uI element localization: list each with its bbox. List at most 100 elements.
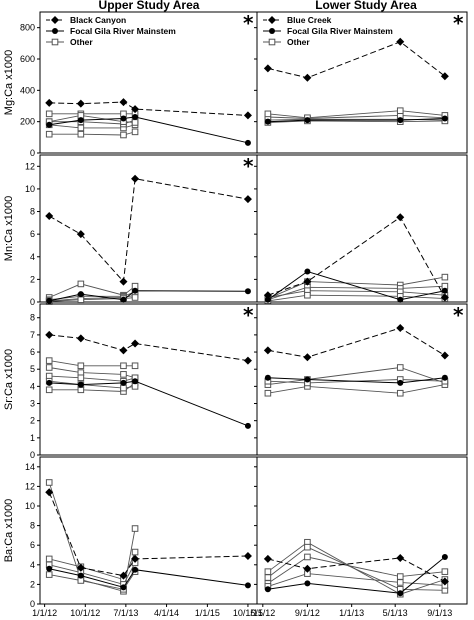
legend-label: Blue Creek <box>287 15 332 25</box>
data-point-diamond <box>263 554 272 563</box>
x-tick-label: 10/1/15 <box>233 608 263 618</box>
data-point-square <box>77 280 85 288</box>
data-point-diamond <box>45 488 54 497</box>
y-tick-label: 6 <box>30 347 35 357</box>
panel-right-1 <box>254 154 468 305</box>
data-point-square <box>396 364 404 371</box>
y-tick-label: 2 <box>30 579 35 589</box>
significance-star: * <box>453 303 464 327</box>
panel-left-3: 0 2 4 6 8 10 12 14 Ba:Ca x1000 1/1/12 10/1/12 7/1/1… <box>3 456 263 618</box>
data-point-diamond <box>76 99 85 108</box>
y-tick-label: 5 <box>30 364 35 374</box>
data-point-circle <box>397 117 404 124</box>
data-point-diamond <box>263 64 272 73</box>
series-line <box>49 380 136 389</box>
data-point-diamond <box>76 563 85 572</box>
data-point-circle <box>132 566 139 573</box>
data-point-circle <box>264 296 271 303</box>
significance-star: * <box>453 11 464 35</box>
data-point-circle <box>46 297 53 304</box>
series-line <box>49 114 136 123</box>
data-point-circle <box>397 379 404 386</box>
data-point-diamond <box>119 98 128 107</box>
series-line <box>49 375 136 382</box>
data-point-circle <box>77 572 84 579</box>
data-point-diamond <box>243 195 252 204</box>
series-line <box>267 377 445 384</box>
y-tick-label: 0 <box>30 450 35 460</box>
data-point-circle <box>397 590 404 597</box>
data-point-circle <box>304 117 311 124</box>
y-tick-label: 10 <box>25 184 35 194</box>
data-point-diamond <box>76 334 85 343</box>
series-line <box>49 367 136 379</box>
legend-marker <box>51 38 59 46</box>
data-point-square <box>120 384 127 392</box>
series-line <box>48 492 248 577</box>
legend-entry: Focal Gila River Mainstem <box>263 26 393 36</box>
data-point-square <box>120 131 127 139</box>
data-point-circle <box>244 422 251 429</box>
series-line <box>49 131 136 136</box>
y-tick-label: 0 <box>30 599 35 609</box>
data-point-circle <box>244 288 251 295</box>
panel-right-3: 5/1/12 9/1/12 1/1/13 5/1/13 9/1/13 <box>250 456 468 618</box>
data-point-diamond <box>131 174 140 183</box>
series-line <box>267 41 446 79</box>
data-point-square <box>264 110 272 118</box>
series-line <box>267 294 445 302</box>
series-line <box>267 276 445 300</box>
y-axis-label: Sr:Ca x1000 <box>3 349 15 410</box>
series-line <box>49 283 136 298</box>
data-point-diamond <box>396 553 405 562</box>
legend-label: Other <box>287 37 310 47</box>
y-tick-label: 8 <box>30 313 35 323</box>
data-point-square <box>77 362 85 370</box>
data-point-square <box>77 124 85 132</box>
y-tick-label: 400 <box>20 85 35 95</box>
x-tick-label: 9/1/12 <box>295 608 320 618</box>
data-point-circle <box>244 582 251 589</box>
y-tick-label: 4 <box>30 381 35 391</box>
data-point-diamond <box>303 564 312 573</box>
y-tick-label: 1 <box>30 433 35 443</box>
data-point-diamond <box>243 356 252 365</box>
x-tick-label: 1/1/15 <box>195 608 220 618</box>
series-line <box>267 556 445 584</box>
data-point-circle <box>397 296 404 303</box>
panel-frame <box>256 11 468 154</box>
data-point-square <box>264 389 272 397</box>
data-point-circle <box>132 378 139 385</box>
data-point-diamond <box>440 577 449 586</box>
legend-entry: Blue Creek <box>263 15 332 25</box>
data-point-square <box>131 119 139 126</box>
y-axis-label: Mg:Ca x1000 <box>3 50 15 115</box>
data-point-square <box>396 107 404 115</box>
significance-star: * <box>243 11 254 35</box>
data-point-circle <box>132 113 139 120</box>
series-line <box>49 297 136 302</box>
data-point-diamond <box>119 277 128 286</box>
y-tick-label: 800 <box>20 23 35 33</box>
legend-label: Focal Gila River Mainstem <box>287 26 393 36</box>
x-tick-label: 5/1/13 <box>383 608 408 618</box>
data-point-diamond <box>243 551 252 560</box>
y-tick-label: 7 <box>30 330 35 340</box>
data-point-diamond <box>45 212 54 221</box>
panel-frame <box>39 154 258 303</box>
legend-entry: Black Canyon <box>46 15 126 25</box>
series-line <box>49 124 136 129</box>
data-point-square <box>131 548 139 556</box>
legend-label: Focal Gila River Mainstem <box>70 26 176 36</box>
data-point-diamond <box>303 353 312 362</box>
data-point-square <box>396 389 404 397</box>
data-point-circle <box>304 580 311 587</box>
data-point-circle <box>441 553 448 560</box>
x-tick-label: 10/1/12 <box>70 608 100 618</box>
data-point-diamond <box>303 73 312 82</box>
data-point-square <box>131 525 139 532</box>
series-line <box>267 285 445 301</box>
series-line <box>267 384 445 394</box>
